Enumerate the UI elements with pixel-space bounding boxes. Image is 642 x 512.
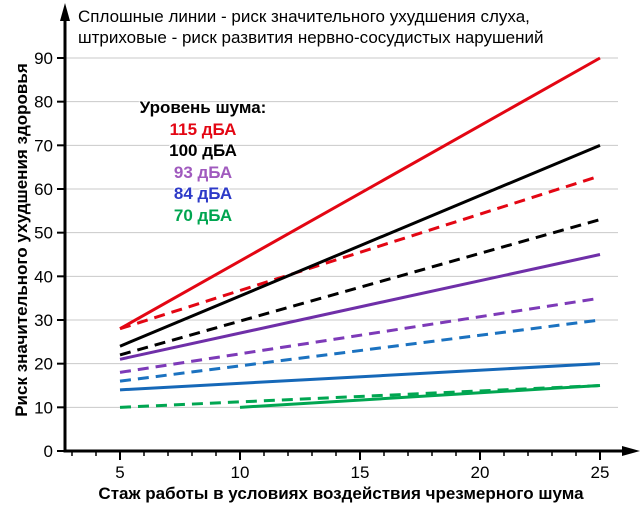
series-line-1 [119, 174, 601, 331]
x-tick-label: 5 [115, 463, 124, 482]
legend-item: 84 дБА [173, 184, 233, 204]
y-tick-label: 80 [34, 93, 53, 112]
y-tick-label: 10 [34, 398, 53, 417]
legend-item: 115 дБА [169, 119, 237, 139]
legend-item: 100 дБА [169, 141, 237, 161]
series-line-7 [119, 318, 601, 383]
series-line-6 [119, 362, 601, 392]
y-tick-label: 70 [34, 136, 53, 155]
chart-title-line2: штриховые - риск развития нервно-сосудис… [78, 28, 544, 47]
legend-header: Уровень шума: [139, 98, 267, 117]
x-tick-label: 10 [231, 463, 250, 482]
legend-item: 70 дБА [173, 205, 233, 225]
series-line-5 [119, 296, 601, 374]
x-axis-title: Стаж работы в условиях воздействия чрезм… [98, 484, 584, 503]
series-line-0 [119, 56, 601, 331]
chart-title: Сплошные линии - риск значительного ухуд… [78, 6, 638, 48]
series-line-2 [119, 143, 601, 348]
legend: Уровень шума: 115 дБА 100 дБА 93 дБА 84 дБА… [128, 97, 278, 227]
legend-item: 93 дБА [173, 162, 233, 182]
x-tick-label: 25 [591, 463, 610, 482]
y-tick-label: 60 [34, 180, 53, 199]
series-line-8 [239, 384, 601, 409]
chart-title-line1: Сплошные линии - риск значительного ухуд… [78, 7, 530, 26]
y-axis-arrow [60, 3, 70, 21]
x-tick-label: 15 [351, 463, 370, 482]
series-line-9 [119, 384, 601, 409]
y-axis-title: Риск значительного ухудшения здоровья [12, 63, 31, 417]
y-tick-label: 20 [34, 355, 53, 374]
x-axis-arrow [622, 446, 640, 456]
series-line-4 [119, 253, 601, 361]
y-tick-label: 90 [34, 49, 53, 68]
y-tick-label: 50 [34, 224, 53, 243]
y-tick-label: 30 [34, 311, 53, 330]
y-tick-label: 40 [34, 267, 53, 286]
y-tick-label: 0 [44, 442, 53, 461]
series-line-3 [119, 218, 601, 357]
x-tick-label: 20 [471, 463, 490, 482]
